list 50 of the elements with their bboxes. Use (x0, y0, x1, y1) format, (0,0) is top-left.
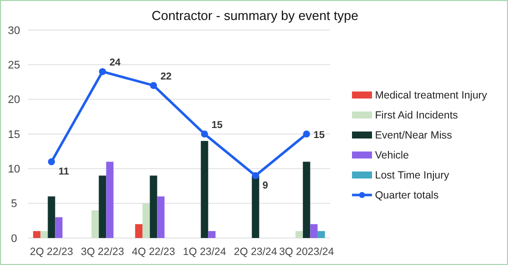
y-tick-label: 25 (8, 60, 20, 72)
bar (310, 224, 318, 238)
data-label: 15 (314, 130, 326, 141)
bar (48, 196, 56, 238)
bar (318, 231, 325, 238)
legend-label: First Aid Incidents (375, 110, 458, 122)
data-label: 22 (160, 71, 172, 82)
legend-label: Event/Near Miss (375, 130, 452, 142)
data-label: 24 (109, 58, 122, 69)
bar (296, 231, 303, 238)
data-label: 9 (262, 180, 269, 192)
bar (40, 231, 48, 238)
x-tick-label: 4Q 22/23 (132, 246, 176, 258)
x-tick-label: 3Q 22/23 (80, 246, 124, 258)
point (150, 82, 157, 89)
point (303, 130, 310, 138)
bar (150, 176, 158, 238)
bar (302, 162, 310, 238)
bar (33, 231, 40, 238)
bar (252, 176, 260, 238)
x-tick-label: 2Q 22/23 (30, 246, 74, 258)
y-tick-label: 0 (10, 232, 18, 245)
point (252, 172, 260, 180)
y-tick-label: 10 (8, 164, 20, 176)
bar (91, 210, 99, 238)
bar (157, 196, 165, 238)
bar (200, 140, 208, 238)
y-tick-label: 15 (8, 128, 20, 141)
x-tick-label: 2Q 23/24 (234, 246, 278, 258)
bar (98, 176, 106, 238)
legend-label: Quarter totals (375, 190, 439, 202)
point (201, 130, 208, 138)
bar (142, 203, 150, 238)
data-label: 15 (212, 120, 224, 131)
y-tick-label: 30 (8, 24, 20, 37)
bar (135, 224, 142, 238)
x-tick-label: 3Q 2023/24 (279, 246, 334, 258)
legend-label: Vehicle (375, 150, 410, 162)
x-tick-label: 1Q 23/24 (182, 246, 226, 258)
y-tick-label: 20 (8, 94, 20, 106)
bar (208, 231, 216, 238)
bar (106, 162, 114, 238)
legend-label: Lost Time Injury (375, 170, 450, 182)
chart-title: Contractor - summary by event type (152, 8, 358, 23)
bar (55, 217, 62, 238)
legend-label: Medical treatment Injury (375, 90, 488, 102)
data-label: 11 (58, 166, 70, 178)
point (48, 158, 55, 166)
y-tick-label: 5 (10, 198, 18, 210)
point (98, 68, 106, 76)
